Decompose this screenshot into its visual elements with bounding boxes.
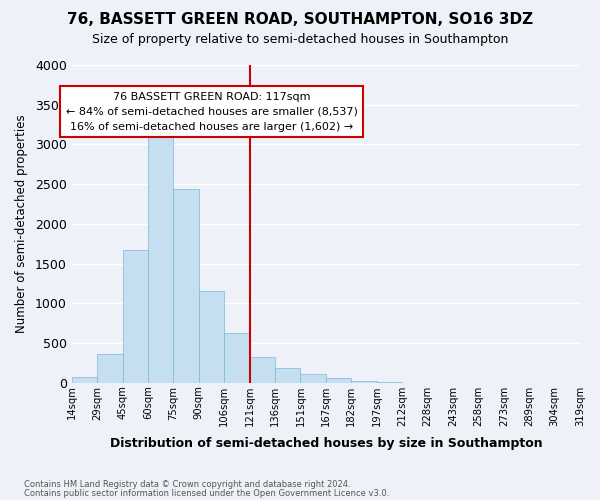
- Bar: [173, 189, 199, 382]
- Text: Size of property relative to semi-detached houses in Southampton: Size of property relative to semi-detach…: [92, 32, 508, 46]
- Bar: [250, 356, 275, 382]
- Bar: [326, 378, 351, 382]
- Bar: [275, 368, 301, 382]
- Bar: [351, 381, 377, 382]
- Bar: [224, 332, 250, 382]
- Bar: [97, 354, 122, 382]
- Bar: [71, 377, 97, 382]
- Bar: [199, 290, 224, 382]
- Bar: [122, 250, 148, 382]
- Text: Contains HM Land Registry data © Crown copyright and database right 2024.: Contains HM Land Registry data © Crown c…: [24, 480, 350, 489]
- Bar: [301, 374, 326, 382]
- Text: Contains public sector information licensed under the Open Government Licence v3: Contains public sector information licen…: [24, 489, 389, 498]
- Y-axis label: Number of semi-detached properties: Number of semi-detached properties: [15, 114, 28, 333]
- Bar: [148, 132, 173, 382]
- X-axis label: Distribution of semi-detached houses by size in Southampton: Distribution of semi-detached houses by …: [110, 437, 542, 450]
- Text: 76, BASSETT GREEN ROAD, SOUTHAMPTON, SO16 3DZ: 76, BASSETT GREEN ROAD, SOUTHAMPTON, SO1…: [67, 12, 533, 28]
- Text: 76 BASSETT GREEN ROAD: 117sqm
← 84% of semi-detached houses are smaller (8,537)
: 76 BASSETT GREEN ROAD: 117sqm ← 84% of s…: [65, 92, 358, 132]
